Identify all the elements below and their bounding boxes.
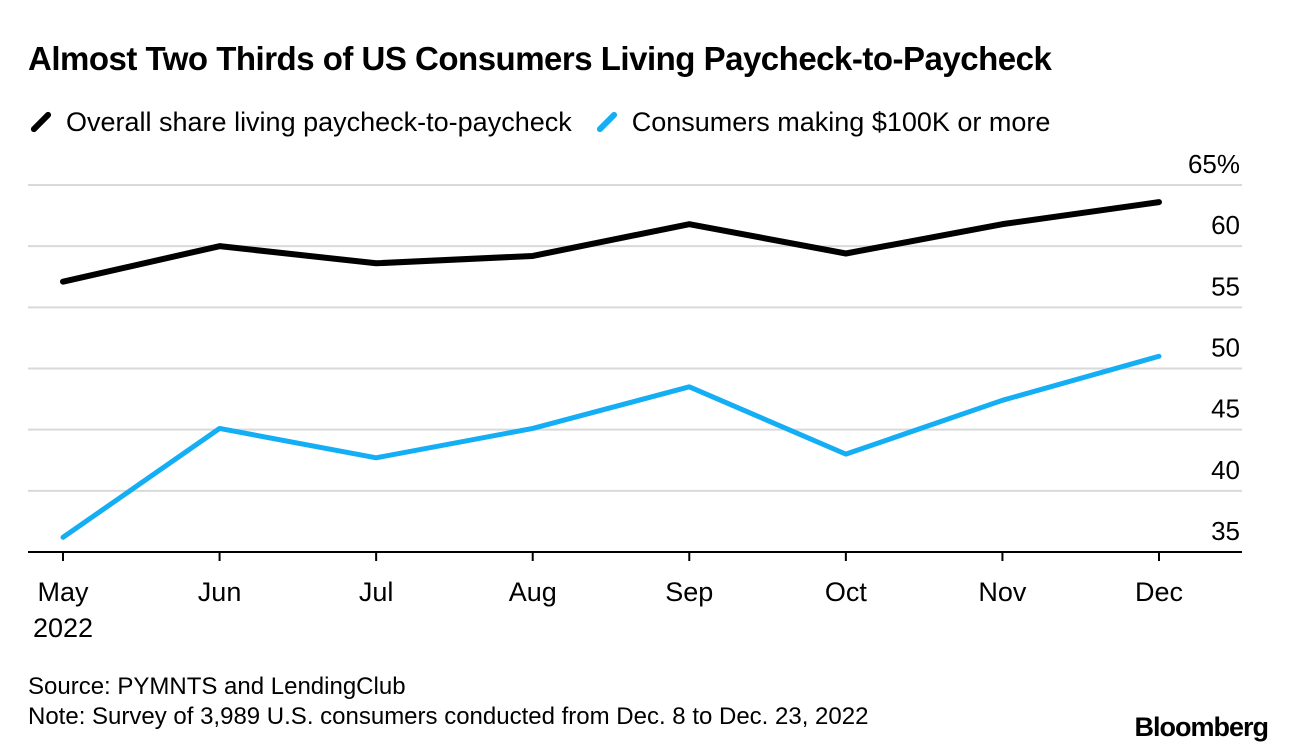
chart-title: Almost Two Thirds of US Consumers Living… <box>28 40 1052 77</box>
legend-swatch-overall <box>29 110 53 134</box>
y-tick-label-55: 55 <box>1211 271 1240 301</box>
y-tick-label-50: 50 <box>1211 333 1240 363</box>
source-text: Source: PYMNTS and LendingClub <box>28 673 406 700</box>
x-tick-label-jun: Jun <box>198 577 242 607</box>
legend-label-100k: Consumers making $100K or more <box>631 106 1051 137</box>
note-text: Note: Survey of 3,989 U.S. consumers con… <box>28 703 869 730</box>
x-tick-label-aug: Aug <box>509 577 557 607</box>
legend-item-overall: Overall share living paycheck-to-paychec… <box>28 107 572 138</box>
y-tick-label-40: 40 <box>1211 455 1240 485</box>
series-line-0 <box>60 199 1162 285</box>
legend: Overall share living paycheck-to-paychec… <box>28 104 1072 140</box>
bloomberg-logo: Bloomberg <box>1134 712 1269 742</box>
y-tick-label-65: 65% <box>1188 149 1240 179</box>
legend-swatch-100k <box>595 110 619 134</box>
y-tick-label-35: 35 <box>1211 516 1240 546</box>
y-tick-label-60: 60 <box>1211 210 1240 240</box>
x-tick-label-dec: Dec <box>1135 577 1183 607</box>
legend-item-100k: Consumers making $100K or more <box>594 106 1051 138</box>
x-tick-label-sep: Sep <box>665 577 713 607</box>
y-tick-label-45: 45 <box>1211 394 1240 424</box>
x-tick-label-nov: Nov <box>978 577 1027 607</box>
x-tick-label-jul: Jul <box>359 577 394 607</box>
x-tick-label-oct: Oct <box>825 577 868 607</box>
x-year-label: 2022 <box>33 613 93 643</box>
line-chart: 35 40 45 50 55 60 65% May Jun Jul Aug Sep Oct Nov Dec 2… <box>28 149 1242 643</box>
footer-notes: Source: PYMNTS and LendingClub Note: Sur… <box>28 672 868 732</box>
series-line-1 <box>60 353 1162 540</box>
x-tick-label-may: May <box>37 577 89 607</box>
legend-label-overall: Overall share living paycheck-to-paychec… <box>66 106 572 137</box>
